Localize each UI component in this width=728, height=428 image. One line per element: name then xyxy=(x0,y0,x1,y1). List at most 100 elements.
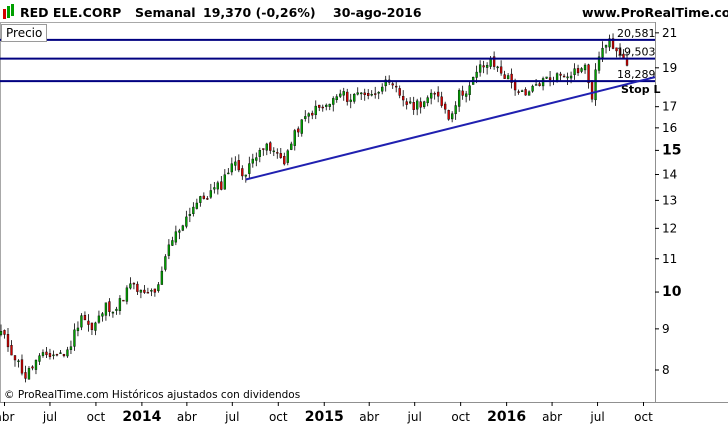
candle-body xyxy=(146,292,150,294)
candle-body xyxy=(419,101,422,108)
candle-body xyxy=(461,90,464,96)
candle xyxy=(423,100,426,109)
candle-body xyxy=(611,38,615,49)
candle xyxy=(426,95,429,107)
candle xyxy=(97,310,101,324)
candle-body xyxy=(587,64,590,84)
candle xyxy=(573,63,576,80)
candle xyxy=(454,101,457,120)
candle-body xyxy=(492,56,496,67)
candle xyxy=(545,76,548,80)
candle xyxy=(559,71,562,81)
candle xyxy=(220,176,223,191)
candle-body xyxy=(223,174,226,190)
candle-body xyxy=(597,56,601,71)
candle xyxy=(492,51,496,70)
candle xyxy=(125,285,129,305)
x-tick-label: oct xyxy=(87,410,106,424)
candle-body xyxy=(583,64,587,71)
candle-body xyxy=(339,93,342,97)
logo-icon xyxy=(3,4,14,19)
candle-body xyxy=(181,225,185,231)
x-tick-label: abr xyxy=(542,410,562,424)
candle xyxy=(541,76,545,91)
candle-body xyxy=(545,76,548,79)
candle-body xyxy=(300,119,303,134)
candle-body xyxy=(150,290,153,292)
candle xyxy=(13,355,17,367)
candle-body xyxy=(157,284,160,292)
candle xyxy=(356,87,359,96)
candle xyxy=(615,47,618,58)
candle xyxy=(419,97,422,114)
candle xyxy=(482,60,485,74)
trend-line[interactable] xyxy=(245,76,656,181)
candle xyxy=(478,60,482,77)
candle xyxy=(510,68,513,89)
candle xyxy=(76,321,80,337)
candle-body xyxy=(80,315,83,328)
candle-body xyxy=(115,308,118,311)
candle xyxy=(118,295,122,315)
candle-body xyxy=(321,106,324,109)
candle xyxy=(185,210,188,229)
y-tick-label: 11 xyxy=(662,252,677,266)
candle-body xyxy=(269,142,272,151)
candle-body xyxy=(55,354,59,356)
candle-body xyxy=(311,112,314,116)
x-tick-label: 2016 xyxy=(487,409,526,425)
candle xyxy=(248,156,251,180)
candles-group xyxy=(0,33,629,383)
candle-body xyxy=(185,216,188,227)
candle-body xyxy=(48,353,52,358)
y-tick-label: 15 xyxy=(662,142,681,158)
candle-body xyxy=(59,352,62,354)
x-tick-label: jul xyxy=(589,410,604,424)
candle xyxy=(374,86,377,99)
candle-body xyxy=(468,85,471,95)
candle xyxy=(353,93,356,104)
candle-body xyxy=(426,97,429,104)
candle xyxy=(181,224,185,232)
candle-body xyxy=(171,240,174,246)
candle xyxy=(402,90,405,107)
candle-body xyxy=(199,196,202,203)
candle xyxy=(594,63,597,106)
candle xyxy=(87,314,90,332)
candle-body xyxy=(209,190,213,198)
candle xyxy=(437,86,440,103)
candle xyxy=(293,128,296,151)
candle xyxy=(167,239,171,260)
candle-body xyxy=(87,320,90,325)
candle xyxy=(300,119,303,137)
candle-body xyxy=(262,148,265,150)
candle xyxy=(62,353,66,358)
candle xyxy=(171,236,174,246)
candle xyxy=(534,78,538,86)
candle-body xyxy=(604,45,608,48)
y-tick-label: 19 xyxy=(662,61,677,75)
candle-body xyxy=(527,91,531,96)
candle-body xyxy=(227,172,230,175)
candle-body xyxy=(555,73,559,81)
candle-body xyxy=(167,244,171,256)
candle-body xyxy=(353,94,356,102)
candle-body xyxy=(13,355,17,361)
candle-body xyxy=(178,230,181,233)
candle xyxy=(335,94,338,103)
candle-body xyxy=(108,301,111,312)
candle xyxy=(255,152,258,167)
candle xyxy=(150,288,153,297)
candle xyxy=(398,85,401,99)
trend-line-group xyxy=(245,76,656,181)
candle-body xyxy=(349,99,352,102)
brand-label[interactable]: www.ProRealTime.com xyxy=(582,5,728,20)
candle-body xyxy=(423,101,426,107)
candle-body xyxy=(297,128,300,133)
candle xyxy=(213,181,216,194)
candle xyxy=(548,70,552,87)
price-panel-label[interactable]: Precio xyxy=(1,24,48,42)
candle xyxy=(73,323,76,351)
candle xyxy=(164,254,167,272)
candle xyxy=(251,153,254,168)
